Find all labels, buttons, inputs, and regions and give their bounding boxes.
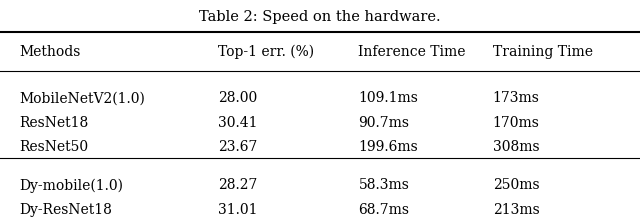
- Text: Inference Time: Inference Time: [358, 45, 466, 59]
- Text: 58.3ms: 58.3ms: [358, 178, 409, 192]
- Text: Top-1 err. (%): Top-1 err. (%): [218, 45, 314, 59]
- Text: 23.67: 23.67: [218, 140, 257, 155]
- Text: 213ms: 213ms: [493, 203, 540, 217]
- Text: 68.7ms: 68.7ms: [358, 203, 410, 217]
- Text: 28.00: 28.00: [218, 91, 257, 105]
- Text: 250ms: 250ms: [493, 178, 540, 192]
- Text: Dy-ResNet18: Dy-ResNet18: [19, 203, 112, 217]
- Text: 109.1ms: 109.1ms: [358, 91, 419, 105]
- Text: 28.27: 28.27: [218, 178, 257, 192]
- Text: 170ms: 170ms: [493, 116, 540, 130]
- Text: 199.6ms: 199.6ms: [358, 140, 418, 155]
- Text: 308ms: 308ms: [493, 140, 540, 155]
- Text: 90.7ms: 90.7ms: [358, 116, 410, 130]
- Text: 30.41: 30.41: [218, 116, 257, 130]
- Text: 173ms: 173ms: [493, 91, 540, 105]
- Text: Training Time: Training Time: [493, 45, 593, 59]
- Text: Table 2: Speed on the hardware.: Table 2: Speed on the hardware.: [199, 10, 441, 24]
- Text: ResNet50: ResNet50: [19, 140, 88, 155]
- Text: Dy-mobile(1.0): Dy-mobile(1.0): [19, 178, 123, 193]
- Text: 31.01: 31.01: [218, 203, 257, 217]
- Text: ResNet18: ResNet18: [19, 116, 88, 130]
- Text: MobileNetV2(1.0): MobileNetV2(1.0): [19, 91, 145, 105]
- Text: Methods: Methods: [19, 45, 81, 59]
